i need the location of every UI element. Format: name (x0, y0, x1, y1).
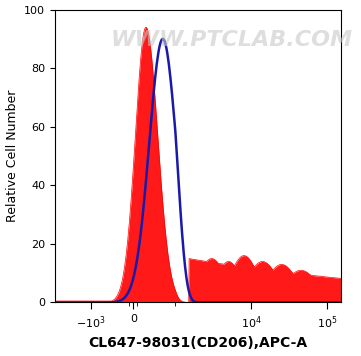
X-axis label: CL647-98031(CD206),APC-A: CL647-98031(CD206),APC-A (88, 336, 307, 350)
Text: WWW.PTCLAB.COM: WWW.PTCLAB.COM (111, 30, 353, 50)
Y-axis label: Relative Cell Number: Relative Cell Number (5, 90, 18, 222)
